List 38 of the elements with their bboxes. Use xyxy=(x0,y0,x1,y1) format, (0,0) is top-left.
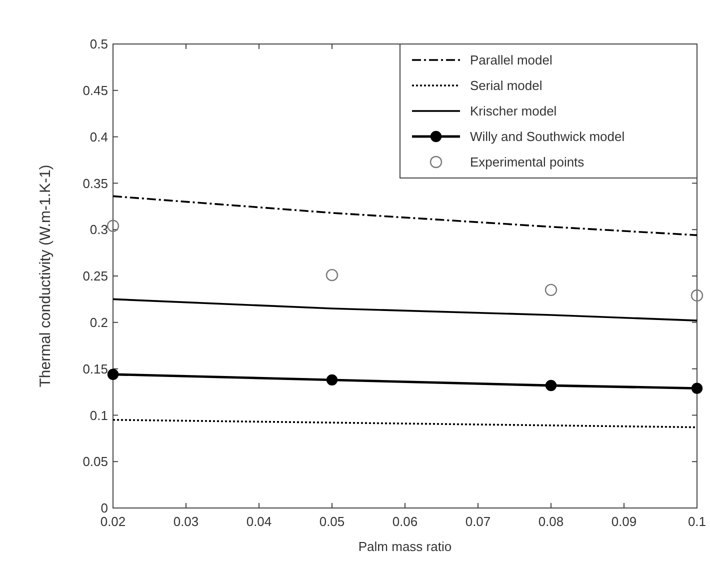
x-axis-title: Palm mass ratio xyxy=(358,539,452,554)
x-tick-label: 0.05 xyxy=(319,514,345,529)
legend-label: Krischer model xyxy=(470,104,557,119)
line-series xyxy=(112,418,698,428)
point xyxy=(690,289,704,302)
y-tick-label: 0.1 xyxy=(90,408,108,423)
x-tick-label: 0.08 xyxy=(538,514,564,529)
y-tick-label: 0.35 xyxy=(82,176,108,191)
point xyxy=(544,284,558,296)
point xyxy=(326,268,338,282)
x-tick-label: 0.09 xyxy=(611,514,637,529)
point xyxy=(107,368,119,380)
y-tick-label: 0.05 xyxy=(82,454,108,470)
point xyxy=(106,220,120,232)
x-tick-label: 0.04 xyxy=(246,514,272,529)
x-tick-label: 0.03 xyxy=(173,514,199,529)
legend-label: Experimental points xyxy=(470,154,585,170)
line-series xyxy=(112,195,698,236)
x-tick-label: 0.1 xyxy=(688,514,706,529)
y-axis-title: Thermal conductivity (W.m-1.K-1) xyxy=(37,164,54,388)
y-tick-label: 0 xyxy=(100,500,108,516)
y-tick-label: 0.4 xyxy=(90,129,108,144)
y-tick-label: 0.25 xyxy=(82,268,108,284)
point xyxy=(691,382,703,394)
x-tick-label: 0.02 xyxy=(100,514,126,529)
line-series xyxy=(112,298,698,322)
point xyxy=(326,374,338,386)
legend-label: Willy and Southwick model xyxy=(470,129,625,144)
y-tick-label: 0.15 xyxy=(82,361,108,376)
point xyxy=(545,380,557,392)
y-tick-label: 0.2 xyxy=(90,314,108,330)
x-tick-label: 0.07 xyxy=(465,514,491,529)
legend-label: Parallel model xyxy=(470,52,552,68)
y-tick-label: 0.5 xyxy=(90,36,108,52)
legend-label: Serial model xyxy=(470,78,542,94)
x-tick-label: 0.06 xyxy=(392,514,418,529)
y-tick-label: 0.45 xyxy=(82,82,108,98)
y-tick-label: 0.3 xyxy=(90,222,108,238)
